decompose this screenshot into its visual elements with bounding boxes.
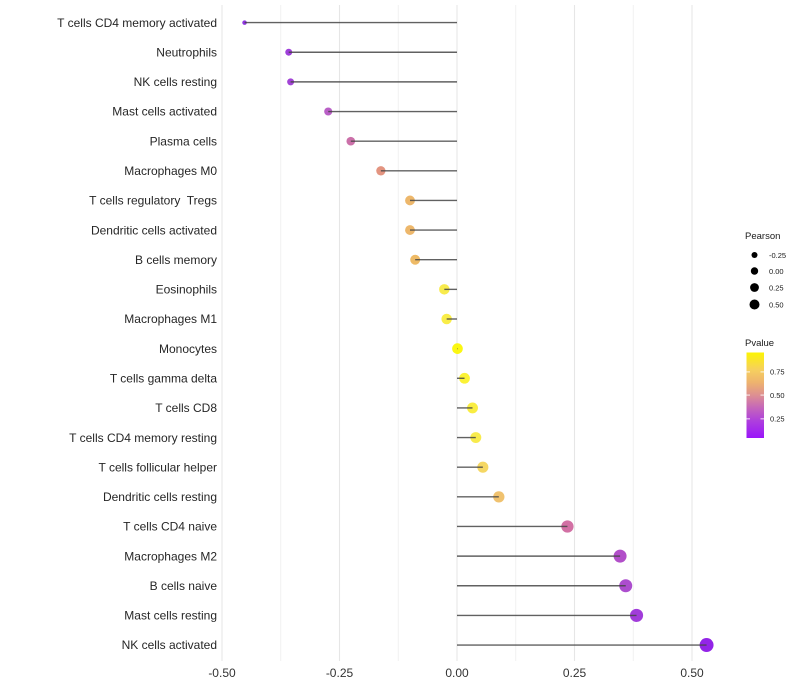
lollipop-row <box>324 107 457 116</box>
pvalue-colorbar <box>746 352 764 438</box>
legend-pearson-dot <box>751 252 758 258</box>
category-label: Macrophages M1 <box>124 312 217 326</box>
legend-pearson-dot <box>750 283 759 292</box>
category-label: T cells gamma delta <box>110 371 217 385</box>
lollipop-row <box>441 313 457 325</box>
legend-pearson-dot <box>750 267 759 275</box>
category-label: NK cells activated <box>122 638 217 652</box>
lollipop-dot <box>699 638 714 653</box>
legend-pearson-label: 0.50 <box>769 300 784 309</box>
lollipop-dot <box>324 107 333 116</box>
lollipop-row <box>457 520 574 533</box>
legend-pvalue-title: Pvalue <box>745 338 774 349</box>
category-label: T cells CD4 memory resting <box>69 431 217 445</box>
category-label: Plasma cells <box>150 134 217 148</box>
lollipop-rows <box>242 20 714 653</box>
lollipop-row <box>346 136 457 146</box>
gridlines <box>221 5 693 661</box>
lollipop-row <box>457 608 644 622</box>
lollipop-dot <box>613 549 627 563</box>
lollipop-row <box>242 20 457 25</box>
lollipop-row <box>457 372 470 384</box>
category-label: T cells CD8 <box>155 401 217 415</box>
category-label: Macrophages M0 <box>124 164 217 178</box>
category-label: Eosinophils <box>156 283 217 297</box>
lollipop-row <box>285 48 457 56</box>
category-label: Mast cells activated <box>112 105 217 119</box>
lollipop-row <box>376 166 457 176</box>
lollipop-row <box>439 284 457 295</box>
legend-pearson-title: Pearson <box>745 231 780 242</box>
legend-pearson-entries: -0.25 0.00 0.25 0.50 <box>749 251 786 310</box>
x-tick-label: 0.50 <box>680 666 704 680</box>
lollipop-row <box>457 491 505 503</box>
category-label: NK cells resting <box>134 75 217 89</box>
pvalue-tick-label: 0.25 <box>770 415 785 424</box>
pvalue-tick-label: 0.50 <box>770 391 785 400</box>
y-axis-category-labels: T cells CD4 memory activated Neutrophils N… <box>57 16 217 652</box>
category-label: T cells follicular helper <box>99 460 218 474</box>
category-label: Monocytes <box>159 342 217 356</box>
x-tick-label: 0.00 <box>445 666 469 680</box>
lollipop-row <box>457 579 633 593</box>
lollipop-row <box>457 549 627 563</box>
lollipop-row <box>457 638 714 653</box>
category-label: T cells CD4 memory activated <box>57 16 217 30</box>
category-label: T cells regulatory Tregs <box>89 194 217 208</box>
category-label: Macrophages M2 <box>124 549 217 563</box>
x-tick-label: -0.50 <box>208 666 236 680</box>
pvalue-tick-label: 0.75 <box>770 368 785 377</box>
category-label: B cells naive <box>150 579 218 593</box>
category-label: Dendritic cells resting <box>103 490 217 504</box>
lollipop-row <box>457 432 482 444</box>
lollipop-row <box>405 225 457 235</box>
legend-pvalue-ticks: 0.75 0.50 0.25 <box>746 368 785 424</box>
category-label: B cells memory <box>135 253 217 267</box>
lollipop-row <box>457 461 489 473</box>
legend-pearson-label: -0.25 <box>769 251 786 260</box>
x-axis-tick-labels: -0.50 -0.25 0.00 0.25 0.50 <box>208 666 704 680</box>
category-label: Neutrophils <box>156 45 217 59</box>
lollipop-row <box>287 78 457 86</box>
category-label: T cells CD4 naive <box>123 520 217 534</box>
legend-pearson-label: 0.25 <box>769 283 784 292</box>
lollipop-row <box>410 254 457 265</box>
x-tick-label: 0.25 <box>563 666 587 680</box>
legend-pearson-size: Pearson -0.25 0.00 0.25 0.50 <box>745 231 786 310</box>
lollipop-dot <box>452 343 463 354</box>
lollipop-row <box>457 402 478 414</box>
lollipop-row <box>452 343 463 354</box>
legend-pearson-label: 0.00 <box>769 267 784 276</box>
legend-pvalue-colorbar: Pvalue 0.75 0.50 0.25 <box>745 338 785 438</box>
x-tick-label: -0.25 <box>326 666 354 680</box>
category-label: Dendritic cells activated <box>91 223 217 237</box>
category-label: Mast cells resting <box>124 609 217 623</box>
lollipop-row <box>405 195 457 206</box>
legend-pearson-dot <box>749 299 760 310</box>
